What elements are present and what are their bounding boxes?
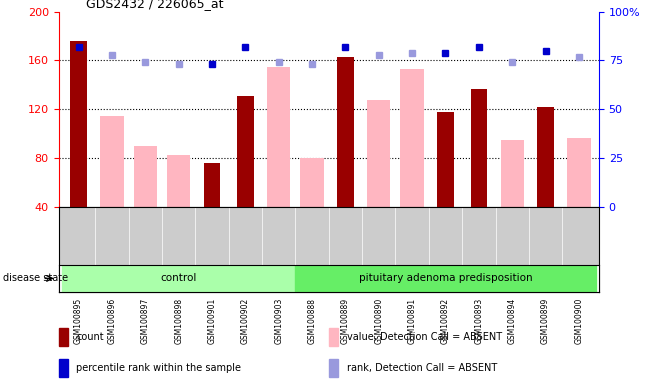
Bar (337, 57, 353, 207)
Bar (100, 116, 124, 207)
Text: pituitary adenoma predisposition: pituitary adenoma predisposition (359, 273, 533, 283)
Bar (296, 265, 596, 292)
Bar (329, 328, 339, 346)
Bar (237, 96, 254, 207)
Bar (501, 140, 524, 207)
Text: value, Detection Call = ABSENT: value, Detection Call = ABSENT (346, 332, 502, 342)
Text: GDS2432 / 226065_at: GDS2432 / 226065_at (86, 0, 223, 10)
Bar (133, 146, 157, 207)
Text: disease state: disease state (3, 273, 68, 283)
Text: count: count (76, 332, 104, 342)
Text: rank, Detection Call = ABSENT: rank, Detection Call = ABSENT (346, 362, 497, 373)
Bar (59, 359, 68, 377)
Bar (70, 41, 87, 207)
Bar (329, 359, 339, 377)
Bar (471, 89, 487, 207)
Bar (537, 107, 554, 207)
Bar (300, 158, 324, 207)
Bar (567, 137, 590, 207)
Text: control: control (161, 273, 197, 283)
Bar (59, 328, 68, 346)
Bar (400, 69, 424, 207)
Bar (437, 112, 454, 207)
Bar (62, 265, 296, 292)
Bar (367, 99, 391, 207)
Bar (204, 163, 220, 207)
Bar (167, 155, 190, 207)
Bar (267, 66, 290, 207)
Text: percentile rank within the sample: percentile rank within the sample (76, 362, 242, 373)
